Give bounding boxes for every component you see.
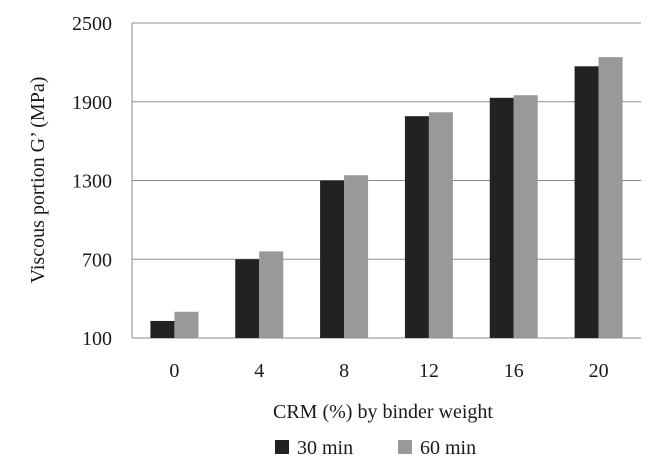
y-tick-labels: 100 700 1300 1900 2500 bbox=[72, 13, 112, 350]
bar-30-min-4 bbox=[235, 259, 260, 338]
bar-30-min-20 bbox=[574, 66, 599, 338]
bar-60-min-20 bbox=[598, 57, 623, 338]
y-tick-label: 1300 bbox=[72, 171, 112, 193]
legend-label: 60 min bbox=[420, 437, 476, 459]
legend-label: 30 min bbox=[297, 437, 353, 459]
bar-60-min-12 bbox=[428, 112, 453, 338]
y-tick-label: 700 bbox=[82, 249, 112, 271]
x-tick-label: 8 bbox=[339, 360, 349, 382]
bar-60-min-0 bbox=[174, 311, 199, 338]
x-axis-title: CRM (%) by binder weight bbox=[273, 401, 493, 423]
y-tick-label: 100 bbox=[82, 328, 112, 350]
bar-30-min-8 bbox=[320, 180, 345, 338]
x-tick-label: 16 bbox=[504, 360, 524, 382]
x-tick-label: 0 bbox=[169, 360, 179, 382]
legend-swatch-60-min bbox=[398, 440, 412, 454]
x-tick-label: 20 bbox=[589, 360, 609, 382]
x-tick-label: 12 bbox=[419, 360, 439, 382]
x-tick-label: 4 bbox=[254, 360, 264, 382]
bar-30-min-12 bbox=[404, 116, 429, 338]
y-tick-label: 2500 bbox=[72, 13, 112, 35]
x-tick-labels: 0 4 8 12 16 20 bbox=[169, 360, 608, 382]
legend-swatch-30-min bbox=[275, 440, 289, 454]
bar-60-min-16 bbox=[513, 95, 538, 338]
y-axis-title: Viscous portion G’ (MPa) bbox=[27, 77, 49, 284]
bar-60-min-8 bbox=[344, 175, 369, 338]
y-tick-label: 1900 bbox=[72, 92, 112, 114]
gridlines bbox=[132, 22, 641, 339]
bar-30-min-0 bbox=[150, 320, 175, 338]
bar-60-min-4 bbox=[259, 251, 284, 338]
bars bbox=[150, 57, 623, 338]
legend: 30 min 60 min bbox=[275, 437, 476, 459]
bar-30-min-16 bbox=[489, 97, 514, 338]
